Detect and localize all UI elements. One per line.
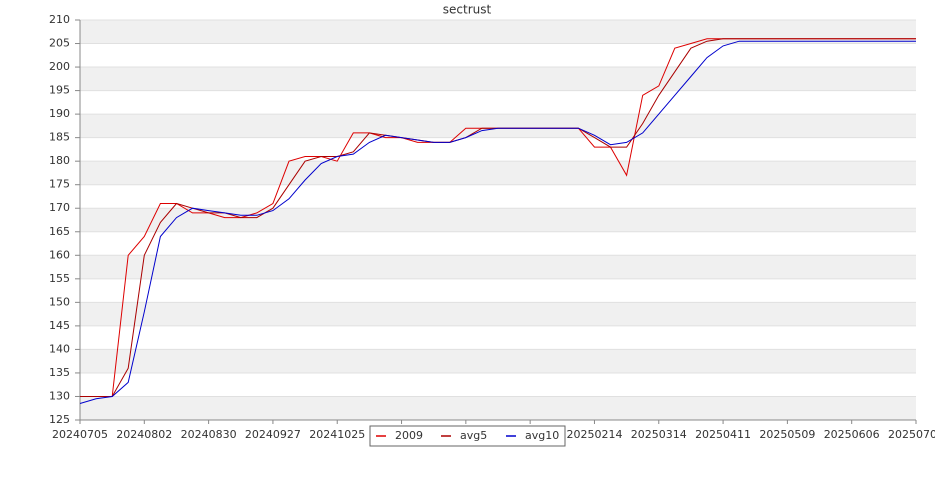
legend-box [369, 425, 566, 447]
grid-band [80, 20, 916, 44]
y-tick-label: 175 [49, 178, 70, 191]
x-tick-label: 20250314 [631, 428, 687, 441]
y-tick-label: 210 [49, 13, 70, 26]
x-tick-label: 20250411 [695, 428, 751, 441]
y-tick-label: 205 [49, 37, 70, 50]
x-tick-label: 20250606 [824, 428, 880, 441]
y-tick-label: 165 [49, 225, 70, 238]
y-tick-label: 185 [49, 131, 70, 144]
y-tick-label: 160 [49, 248, 70, 261]
x-tick-label: 20241025 [309, 428, 365, 441]
grid-band [80, 114, 916, 138]
x-tick-label: 20250704 [888, 428, 935, 441]
x-tick-label: 20240927 [245, 428, 301, 441]
y-tick-label: 190 [49, 107, 70, 120]
legend: 2009 avg5 avg10 [369, 425, 566, 447]
chart-title: sectrust [443, 3, 492, 17]
grid-band [80, 161, 916, 185]
grid-band [80, 255, 916, 279]
y-tick-label: 170 [49, 201, 70, 214]
legend-label: avg10 [525, 429, 559, 442]
y-tick-label: 130 [49, 389, 70, 402]
x-tick-label: 20240802 [116, 428, 172, 441]
grid-band [80, 208, 916, 232]
series-line [79, 40, 916, 404]
legend-label: 2009 [395, 429, 423, 442]
y-tick-label: 200 [49, 60, 70, 73]
y-tick-label: 180 [49, 154, 70, 167]
x-tick-label: 20240705 [52, 428, 108, 441]
x-tick-label: 20250509 [759, 428, 815, 441]
y-tick-label: 125 [49, 413, 70, 426]
y-tick-label: 155 [49, 272, 70, 285]
y-tick-label: 140 [49, 342, 70, 355]
y-tick-label: 195 [49, 84, 70, 97]
y-tick-label: 150 [49, 295, 70, 308]
grid-band [80, 349, 916, 373]
grid-band [80, 302, 916, 326]
grid-band [80, 396, 916, 420]
y-tick-label: 145 [49, 319, 70, 332]
x-tick-label: 20240830 [181, 428, 237, 441]
x-tick-label: 20250214 [566, 428, 622, 441]
grid-band [80, 67, 916, 91]
y-tick-label: 135 [49, 366, 70, 379]
legend-label: avg5 [460, 429, 487, 442]
